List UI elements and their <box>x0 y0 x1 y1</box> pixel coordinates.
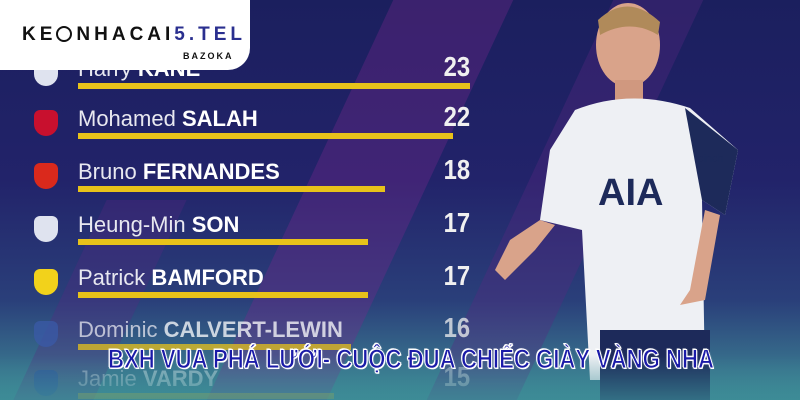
goal-bar <box>78 83 470 89</box>
scorer-row: Patrick BAMFORD 17 <box>0 261 480 298</box>
goal-bar <box>78 133 453 139</box>
leeds-crest-icon <box>34 269 58 295</box>
goal-bar <box>78 239 368 245</box>
goal-bar <box>78 186 385 192</box>
everton-crest-icon <box>34 321 58 347</box>
player-name: Bruno FERNANDES <box>78 159 280 184</box>
soccer-ball-mascot-icon <box>56 26 73 42</box>
player-name: Heung-Min SON <box>78 212 240 237</box>
scorer-row: Bruno FERNANDES 18 <box>0 155 480 192</box>
goal-bar <box>78 344 351 350</box>
bottom-fade <box>0 355 800 400</box>
liverpool-crest-icon <box>34 110 58 136</box>
scorer-row: Heung-Min SON 17 <box>0 208 480 245</box>
site-logo[interactable]: KE NHACAI5.TEL BAZOKA <box>0 0 250 70</box>
manchester-united-crest-icon <box>34 163 58 189</box>
goal-count: 23 <box>443 51 470 82</box>
logo-subtitle: BAZOKA <box>183 51 234 61</box>
player-name: Dominic CALVERT-LEWIN <box>78 317 343 342</box>
goal-count: 18 <box>443 154 470 185</box>
goal-count: 17 <box>443 260 470 291</box>
goal-count: 22 <box>443 101 470 132</box>
player-photo: AIA cinch <box>495 3 738 400</box>
goal-bar <box>78 292 368 298</box>
jersey-brand: cinch <box>698 153 724 165</box>
player-name: Mohamed SALAH <box>78 106 258 131</box>
goal-count: 17 <box>443 207 470 238</box>
scorer-row: Dominic CALVERT-LEWIN 16 <box>0 313 480 350</box>
scorer-row: Mohamed SALAH 22 <box>0 102 480 139</box>
tottenham-crest-icon <box>34 216 58 242</box>
player-name: Patrick BAMFORD <box>78 265 264 290</box>
jersey-sponsor: AIA <box>598 172 663 214</box>
logo-text: KE NHACAI5.TEL <box>22 24 247 45</box>
headline-banner: BXH VUA PHÁ LƯỚI- CUỘC ĐUA CHIẾC GIÀY VÀ… <box>108 344 715 375</box>
goal-count: 16 <box>443 312 470 343</box>
